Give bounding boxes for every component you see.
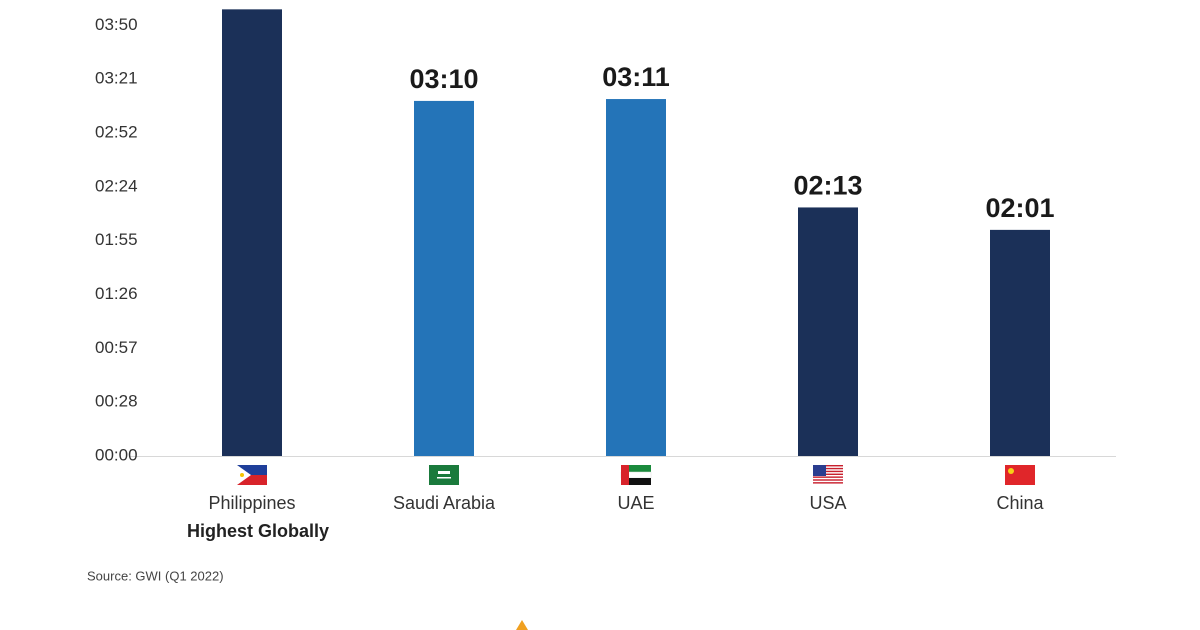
bar (414, 100, 474, 456)
y-tick-label: 02:52 (95, 123, 138, 142)
x-tick-label: China (996, 493, 1044, 513)
flag-part (813, 473, 843, 475)
flag-part (621, 478, 651, 485)
bar (798, 207, 858, 456)
flag (429, 465, 459, 485)
flag-part (813, 465, 826, 476)
x-tick-label: USA (809, 493, 846, 513)
flag-part (237, 465, 267, 475)
flag-part (240, 473, 244, 477)
flag-part (813, 465, 843, 467)
flag-part (437, 477, 451, 479)
flag (237, 465, 267, 485)
y-tick-label: 01:26 (95, 284, 138, 303)
flag-part (621, 465, 629, 485)
annotation: Highest Globally (187, 521, 329, 541)
flag-part (1005, 465, 1035, 485)
flag-part (813, 470, 843, 473)
flag (813, 465, 843, 484)
value-label: 03:11 (602, 62, 670, 92)
flag (1005, 465, 1035, 485)
flag-part (813, 476, 843, 478)
x-tick-label: Saudi Arabia (393, 493, 496, 513)
value-label: 02:01 (985, 193, 1054, 223)
x-tick-label: Philippines (208, 493, 295, 513)
y-tick-label: 03:50 (95, 15, 138, 34)
bar (606, 99, 666, 456)
flag-part (813, 479, 843, 481)
flag-part (438, 471, 450, 474)
flag-part (237, 475, 267, 485)
flag-part (1008, 468, 1014, 474)
flag-part (621, 465, 651, 472)
y-tick-label: 00:28 (95, 392, 138, 411)
y-tick-label: 01:55 (95, 230, 138, 249)
y-tick-label: 02:24 (95, 176, 138, 195)
bar (990, 229, 1050, 456)
bar (222, 9, 282, 456)
x-tick-label: UAE (617, 493, 654, 513)
flag-part (813, 482, 843, 484)
flag (620, 465, 652, 485)
flag-part (813, 467, 843, 470)
flag-part (429, 465, 459, 485)
logo (516, 620, 528, 630)
value-label: 03:10 (409, 64, 478, 94)
y-tick-label: 03:21 (95, 69, 138, 88)
y-tick-label: 00:57 (95, 338, 138, 357)
value-label: 02:13 (793, 171, 862, 201)
y-tick-label: 00:00 (95, 445, 138, 464)
source: Source: GWI (Q1 2022) (87, 568, 224, 583)
